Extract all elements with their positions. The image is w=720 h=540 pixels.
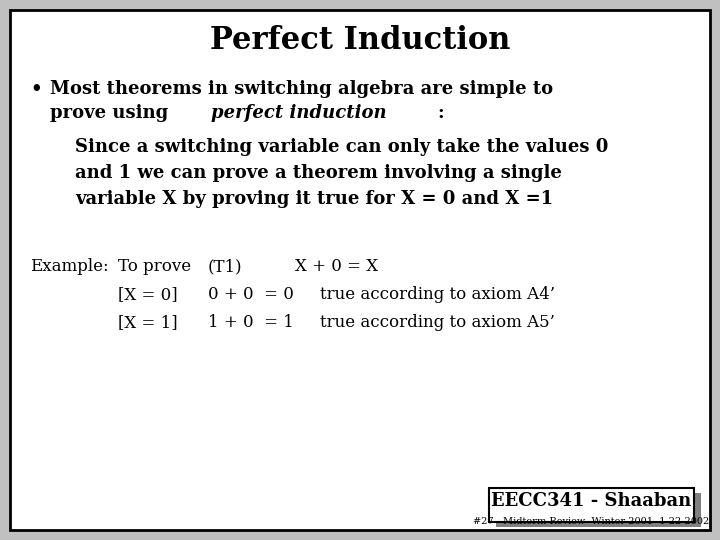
- Text: #27   Midterm Review  Winter 2001  1-22-2002: #27 Midterm Review Winter 2001 1-22-2002: [473, 517, 709, 526]
- FancyBboxPatch shape: [10, 10, 710, 530]
- FancyBboxPatch shape: [496, 493, 701, 527]
- Text: (T1): (T1): [208, 258, 243, 275]
- Text: true according to axiom A4’: true according to axiom A4’: [320, 286, 555, 303]
- Text: variable X by proving it true for X = 0 and X =1: variable X by proving it true for X = 0 …: [75, 190, 553, 208]
- Text: EECC341 - Shaaban: EECC341 - Shaaban: [491, 492, 691, 510]
- Text: and 1 we can prove a theorem involving a single: and 1 we can prove a theorem involving a…: [75, 164, 562, 182]
- Text: [X = 1]: [X = 1]: [118, 314, 178, 331]
- Text: Perfect Induction: Perfect Induction: [210, 25, 510, 56]
- Text: true according to axiom A5’: true according to axiom A5’: [320, 314, 555, 331]
- FancyBboxPatch shape: [489, 488, 694, 522]
- Text: :: :: [437, 104, 444, 122]
- Text: 0 + 0  = 0: 0 + 0 = 0: [208, 286, 294, 303]
- Text: X + 0 = X: X + 0 = X: [295, 258, 378, 275]
- Text: Example:: Example:: [30, 258, 109, 275]
- Text: 1 + 0  = 1: 1 + 0 = 1: [208, 314, 294, 331]
- Text: [X = 0]: [X = 0]: [118, 286, 178, 303]
- Text: prove using: prove using: [50, 104, 174, 122]
- Text: Most theorems in switching algebra are simple to: Most theorems in switching algebra are s…: [50, 80, 553, 98]
- Text: To prove: To prove: [118, 258, 191, 275]
- Text: perfect induction: perfect induction: [211, 104, 386, 122]
- Text: Since a switching variable can only take the values 0: Since a switching variable can only take…: [75, 138, 608, 156]
- Text: •: •: [30, 80, 42, 98]
